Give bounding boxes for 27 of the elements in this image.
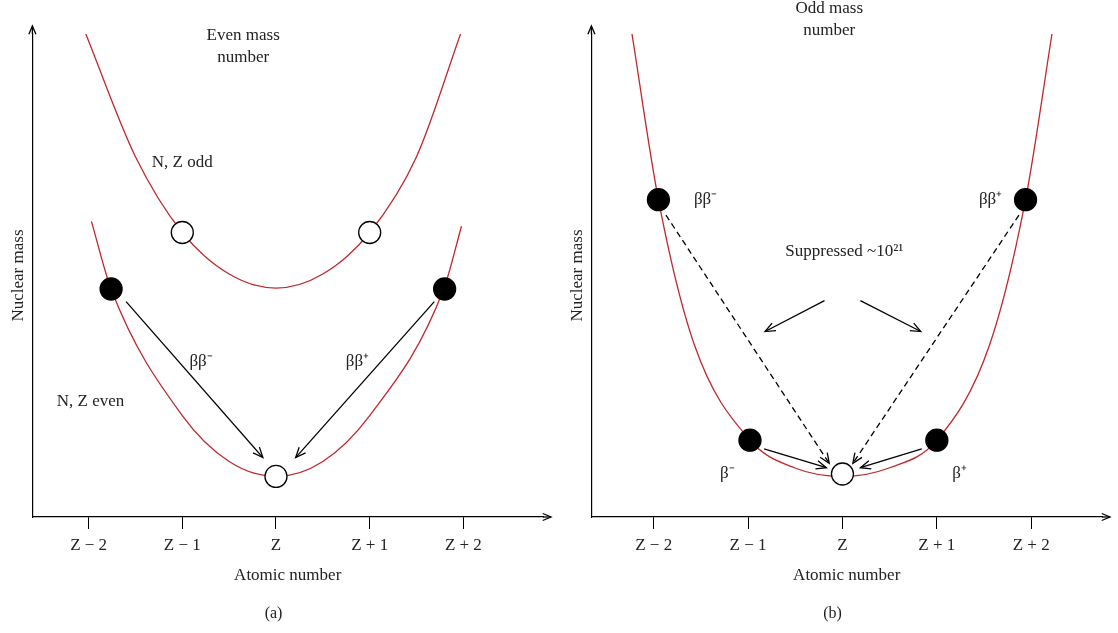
x-tick-label: Z xyxy=(270,534,282,554)
x-tick-label: Z − 1 xyxy=(729,534,767,554)
y-axis-title: Nuclear mass xyxy=(566,229,586,322)
annotation: N, Z even xyxy=(56,390,125,410)
text: (a) xyxy=(264,603,283,622)
annotation: Suppressed ~10²¹ xyxy=(785,240,904,260)
x-tick-label: Z + 1 xyxy=(351,534,389,554)
annotation: β⁺ xyxy=(952,463,967,483)
annotation: ββ⁻ xyxy=(693,189,718,209)
annotation: β⁻ xyxy=(719,463,735,483)
x-tick-label: Z − 2 xyxy=(70,534,108,554)
annotation: Odd mass number xyxy=(795,0,864,39)
y-axis-title: Nuclear mass xyxy=(7,229,27,322)
annotation: ββ⁺ xyxy=(345,350,370,370)
text: (b) xyxy=(823,603,842,622)
annotation: ββ⁻ xyxy=(189,350,213,370)
x-tick-label: Z + 1 xyxy=(918,534,956,554)
x-axis-title: Atomic number xyxy=(234,565,342,585)
x-tick-label: Z − 1 xyxy=(163,534,201,554)
annotation: Even mass number xyxy=(206,24,280,66)
annotation: ββ⁺ xyxy=(978,189,1003,209)
x-axis-title: Atomic number xyxy=(793,565,901,585)
x-tick-label: Z xyxy=(837,534,848,554)
x-tick-label: Z + 2 xyxy=(444,534,482,554)
x-tick-label: Z + 2 xyxy=(1012,534,1050,554)
x-tick-label: Z − 2 xyxy=(635,534,673,554)
annotation: N, Z odd xyxy=(151,152,214,172)
